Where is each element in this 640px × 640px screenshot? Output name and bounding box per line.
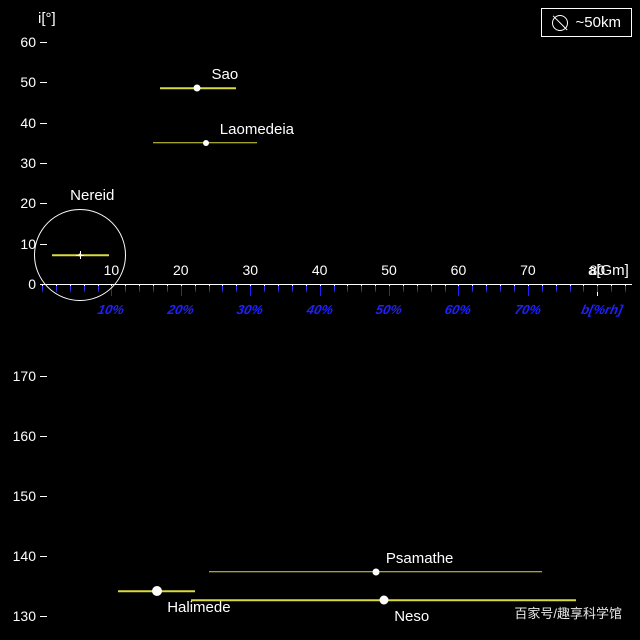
- diameter-icon: [552, 15, 568, 31]
- aux-minor-tick: [431, 286, 432, 292]
- aux-minor-tick: [264, 286, 265, 292]
- aux-minor-tick: [458, 286, 459, 292]
- x-tick-label: 60: [451, 262, 467, 278]
- y-tick-label: 130: [6, 608, 36, 624]
- y-tick-label: 10: [6, 236, 36, 252]
- aux-minor-tick: [167, 286, 168, 292]
- aux-minor-tick: [125, 286, 126, 292]
- aux-minor-tick: [222, 286, 223, 292]
- y-tick-mark: [40, 163, 47, 164]
- y-tick-label: 50: [6, 74, 36, 90]
- aux-minor-tick: [472, 286, 473, 292]
- aux-minor-tick: [320, 286, 321, 292]
- aux-minor-tick: [334, 286, 335, 292]
- x-tick-label: 50: [381, 262, 397, 278]
- x-tick-label: 20: [173, 262, 189, 278]
- aux-minor-tick: [347, 286, 348, 292]
- moon-label-neso: Neso: [394, 608, 429, 625]
- aux-minor-tick: [139, 286, 140, 292]
- moon-marker-psamathe: [372, 568, 379, 575]
- moon-label-halimede: Halimede: [167, 599, 230, 616]
- aux-minor-tick: [597, 286, 598, 292]
- nereid-cross-v: [80, 251, 81, 259]
- aux-tick-label: 20%: [166, 302, 195, 317]
- aux-tick-label: 60%: [444, 302, 473, 317]
- aux-minor-tick: [445, 286, 446, 292]
- moon-label-laomedeia: Laomedeia: [220, 121, 294, 138]
- y-tick-label: 170: [6, 368, 36, 384]
- aux-tick-label: 10%: [97, 302, 126, 317]
- moon-label-psamathe: Psamathe: [386, 550, 454, 567]
- y-tick-label: 0: [6, 276, 36, 292]
- y-tick-mark: [40, 82, 47, 83]
- aux-minor-tick: [583, 286, 584, 292]
- y-tick-mark: [40, 376, 47, 377]
- aux-tick-label: 50%: [374, 302, 403, 317]
- aux-minor-tick: [625, 286, 626, 292]
- aux-minor-tick: [528, 286, 529, 292]
- aux-minor-tick: [195, 286, 196, 292]
- aux-minor-tick: [375, 286, 376, 292]
- moon-marker-neso: [380, 596, 389, 605]
- moon-marker-sao: [194, 85, 201, 92]
- aux-tick-label: 40%: [305, 302, 334, 317]
- aux-tick-label: 30%: [236, 302, 265, 317]
- aux-minor-tick: [514, 286, 515, 292]
- legend-text: ~50km: [576, 14, 621, 31]
- x-tick-label: 40: [312, 262, 328, 278]
- aux-minor-tick: [500, 286, 501, 292]
- aux-minor-tick: [209, 286, 210, 292]
- y-tick-mark: [40, 436, 47, 437]
- moon-label-sao: Sao: [211, 66, 238, 83]
- x-axis-line: [42, 284, 632, 285]
- moons-orbit-chart: ~50km 百家号/趣享科学馆 i[°] 0 10 20 30 40 50 60 130 140 1…: [0, 0, 640, 640]
- aux-minor-tick: [570, 286, 571, 292]
- y-tick-label: 60: [6, 34, 36, 50]
- moon-label-nereid: Nereid: [70, 187, 114, 204]
- aux-minor-tick: [250, 286, 251, 292]
- y-tick-label: 30: [6, 155, 36, 171]
- moon-marker-halimede: [152, 586, 162, 596]
- x-tick-label: 70: [520, 262, 536, 278]
- legend-box: ~50km: [541, 8, 632, 37]
- y-tick-mark: [40, 123, 47, 124]
- aux-minor-tick: [153, 286, 154, 292]
- y-tick-label: 20: [6, 195, 36, 211]
- y-tick-mark: [40, 616, 47, 617]
- aux-minor-tick: [542, 286, 543, 292]
- aux-minor-tick: [292, 286, 293, 292]
- aux-minor-tick: [278, 286, 279, 292]
- y-tick-label: 150: [6, 488, 36, 504]
- x-axis-label: a[Gm]: [588, 262, 629, 279]
- aux-minor-tick: [611, 286, 612, 292]
- moon-marker-laomedeia: [203, 140, 209, 146]
- y-tick-mark: [40, 42, 47, 43]
- x-tick-label: 30: [242, 262, 258, 278]
- aux-minor-tick: [486, 286, 487, 292]
- aux-tick-label: 70%: [513, 302, 542, 317]
- aux-minor-tick: [361, 286, 362, 292]
- aux-minor-tick: [181, 286, 182, 292]
- aux-minor-tick: [306, 286, 307, 292]
- aux-minor-tick: [236, 286, 237, 292]
- watermark-text: 百家号/趣享科学馆: [514, 603, 622, 622]
- y-tick-mark: [40, 496, 47, 497]
- y-tick-label: 40: [6, 115, 36, 131]
- y-tick-mark: [40, 556, 47, 557]
- aux-axis-label: b[%rh]: [580, 302, 624, 317]
- aux-minor-tick: [389, 286, 390, 292]
- y-tick-mark: [40, 203, 47, 204]
- aux-minor-tick: [556, 286, 557, 292]
- aux-minor-tick: [42, 286, 43, 292]
- y-tick-label: 160: [6, 428, 36, 444]
- y-tick-label: 140: [6, 548, 36, 564]
- aux-minor-tick: [417, 286, 418, 292]
- y-axis-label: i[°]: [38, 10, 56, 27]
- aux-minor-tick: [403, 286, 404, 292]
